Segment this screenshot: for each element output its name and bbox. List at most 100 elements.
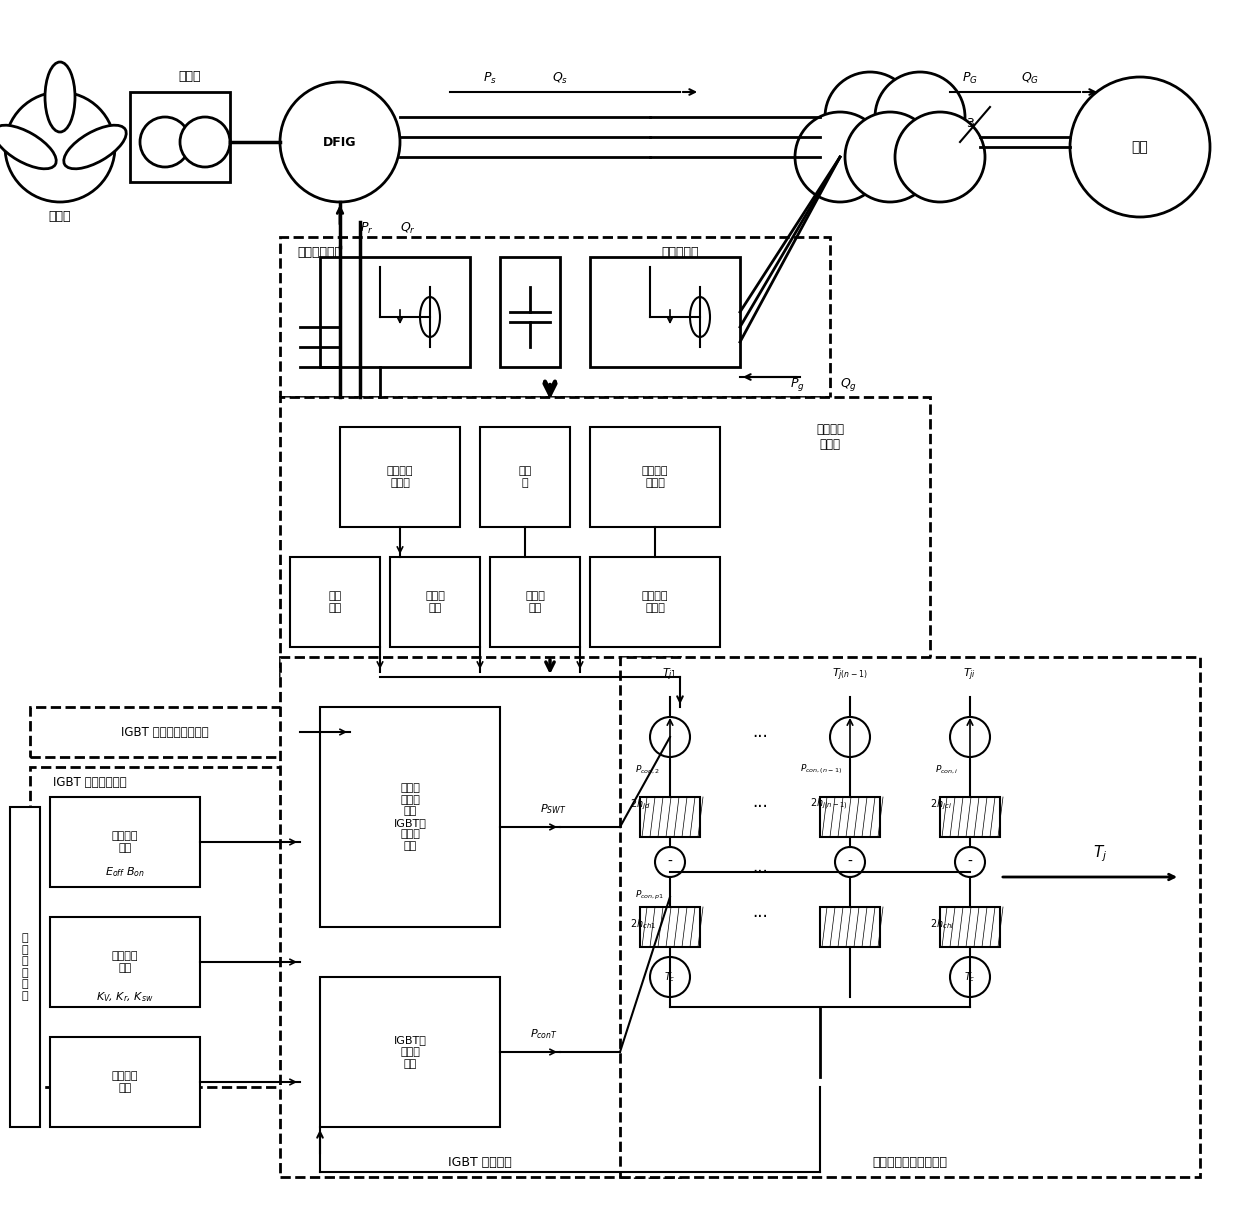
Text: 电网: 电网 [1132, 140, 1148, 155]
Circle shape [950, 717, 990, 757]
Bar [620, 656, 1200, 1177]
Text: ...: ... [753, 903, 768, 921]
Ellipse shape [0, 125, 56, 169]
Text: $Q_G$: $Q_G$ [1021, 71, 1039, 86]
Text: 考虑并
联不均
流的
IGBT开
关损耗
计算: 考虑并 联不均 流的 IGBT开 关损耗 计算 [393, 783, 427, 852]
Circle shape [825, 72, 915, 162]
Text: $T_j$: $T_j$ [1092, 843, 1107, 864]
Bar [50, 917, 200, 1007]
Bar [820, 798, 880, 837]
Bar [320, 256, 470, 367]
Text: ...: ... [753, 793, 768, 811]
Bar [940, 798, 999, 837]
Circle shape [1070, 77, 1210, 217]
Circle shape [650, 957, 689, 998]
Bar [50, 798, 200, 887]
Bar [280, 398, 930, 677]
Text: $2h_{j(n-1)}$: $2h_{j(n-1)}$ [810, 796, 848, 812]
Text: $P_s$: $P_s$ [484, 71, 497, 86]
Text: 开关损耗
参数: 开关损耗 参数 [112, 831, 138, 853]
Ellipse shape [420, 297, 440, 337]
Text: 转子侧变流器: 转子侧变流器 [298, 245, 342, 259]
Bar [590, 427, 720, 528]
Text: IGBT 损耗模型: IGBT 损耗模型 [448, 1156, 512, 1168]
Circle shape [280, 82, 401, 202]
Circle shape [955, 847, 985, 877]
Bar [10, 807, 40, 1128]
Text: $P_{con,(n-1)}$: $P_{con,(n-1)}$ [800, 763, 842, 777]
Bar [490, 557, 580, 647]
Text: $P_G$: $P_G$ [962, 71, 978, 86]
Text: $2h_{chi}$: $2h_{chi}$ [930, 917, 955, 931]
Circle shape [895, 112, 985, 202]
Text: ...: ... [753, 858, 768, 876]
Circle shape [830, 717, 870, 757]
Circle shape [655, 847, 684, 877]
Text: -: - [967, 855, 972, 869]
Bar [820, 907, 880, 947]
Text: 3: 3 [966, 117, 973, 130]
Text: $Q_r$: $Q_r$ [401, 221, 415, 236]
Text: $P_{con,i}$: $P_{con,i}$ [935, 763, 959, 775]
Circle shape [140, 117, 190, 167]
Text: 损耗温度
系数: 损耗温度 系数 [112, 951, 138, 973]
Bar [280, 237, 830, 398]
Text: 齿轮箱: 齿轮箱 [179, 70, 201, 83]
Ellipse shape [63, 125, 126, 169]
Text: 调制
度: 调制 度 [518, 466, 532, 488]
Text: IGBT导
通损耗
计算: IGBT导 通损耗 计算 [393, 1036, 427, 1069]
Text: $P_{con,2}$: $P_{con,2}$ [635, 763, 661, 775]
Text: 厂
商
提
供
数
据: 厂 商 提 供 数 据 [21, 933, 29, 1001]
Text: 变流器运
行参数: 变流器运 行参数 [816, 423, 844, 452]
Bar [640, 798, 701, 837]
Bar [590, 557, 720, 647]
Text: $T_{j1}$: $T_{j1}$ [662, 666, 677, 682]
Bar [320, 977, 500, 1128]
Bar [30, 707, 300, 757]
Text: $P_r$: $P_r$ [360, 221, 373, 236]
Circle shape [650, 717, 689, 757]
Bar [590, 256, 740, 367]
Text: IGBT 模块损耗参数: IGBT 模块损耗参数 [53, 775, 126, 789]
Circle shape [950, 957, 990, 998]
Text: 网侧变流器: 网侧变流器 [661, 245, 699, 259]
Text: $E_{off}$ $B_{on}$: $E_{off}$ $B_{on}$ [105, 865, 145, 879]
Text: $2h_{ch1}$: $2h_{ch1}$ [630, 917, 656, 931]
Bar [640, 907, 701, 947]
Text: $P_{SWT}$: $P_{SWT}$ [539, 802, 567, 816]
Text: $Q_s$: $Q_s$ [552, 71, 568, 86]
Bar [130, 92, 229, 182]
Text: $T_c$: $T_c$ [965, 971, 976, 984]
Text: $P_g$: $P_g$ [790, 377, 805, 393]
Circle shape [795, 112, 885, 202]
Bar [940, 907, 999, 947]
Bar [340, 427, 460, 528]
Bar [50, 1037, 200, 1128]
Ellipse shape [689, 297, 711, 337]
Text: 变频器工
作模式: 变频器工 作模式 [387, 466, 413, 488]
Text: 导通占
空比: 导通占 空比 [525, 591, 544, 612]
Text: $T_{ji}$: $T_{ji}$ [963, 666, 977, 682]
Text: $P_{conT}$: $P_{conT}$ [529, 1027, 558, 1040]
Text: $T_c$: $T_c$ [665, 971, 676, 984]
Circle shape [180, 117, 229, 167]
Circle shape [5, 92, 115, 202]
Bar [30, 767, 300, 1087]
Text: DFIG: DFIG [324, 135, 357, 148]
Text: 风力机: 风力机 [48, 211, 71, 223]
Bar [320, 707, 500, 928]
Text: $P_{con,p1}$: $P_{con,p1}$ [635, 888, 665, 902]
Text: -: - [667, 855, 672, 869]
Text: 直流侧
电压: 直流侧 电压 [425, 591, 445, 612]
Bar [480, 427, 570, 528]
Circle shape [844, 112, 935, 202]
Text: $T_{j(n-1)}$: $T_{j(n-1)}$ [832, 666, 868, 682]
Text: -: - [848, 855, 852, 869]
Text: 电压电流
相位角: 电压电流 相位角 [642, 466, 668, 488]
Text: 开关
频率: 开关 频率 [329, 591, 342, 612]
Bar [500, 256, 560, 367]
Text: $K_V$, $K_r$, $K_{sw}$: $K_V$, $K_r$, $K_{sw}$ [97, 990, 154, 1004]
Bar [391, 557, 480, 647]
Text: 功率模块多芯片热网络: 功率模块多芯片热网络 [873, 1156, 947, 1168]
Text: $2h_{jd}$: $2h_{jd}$ [630, 798, 651, 812]
